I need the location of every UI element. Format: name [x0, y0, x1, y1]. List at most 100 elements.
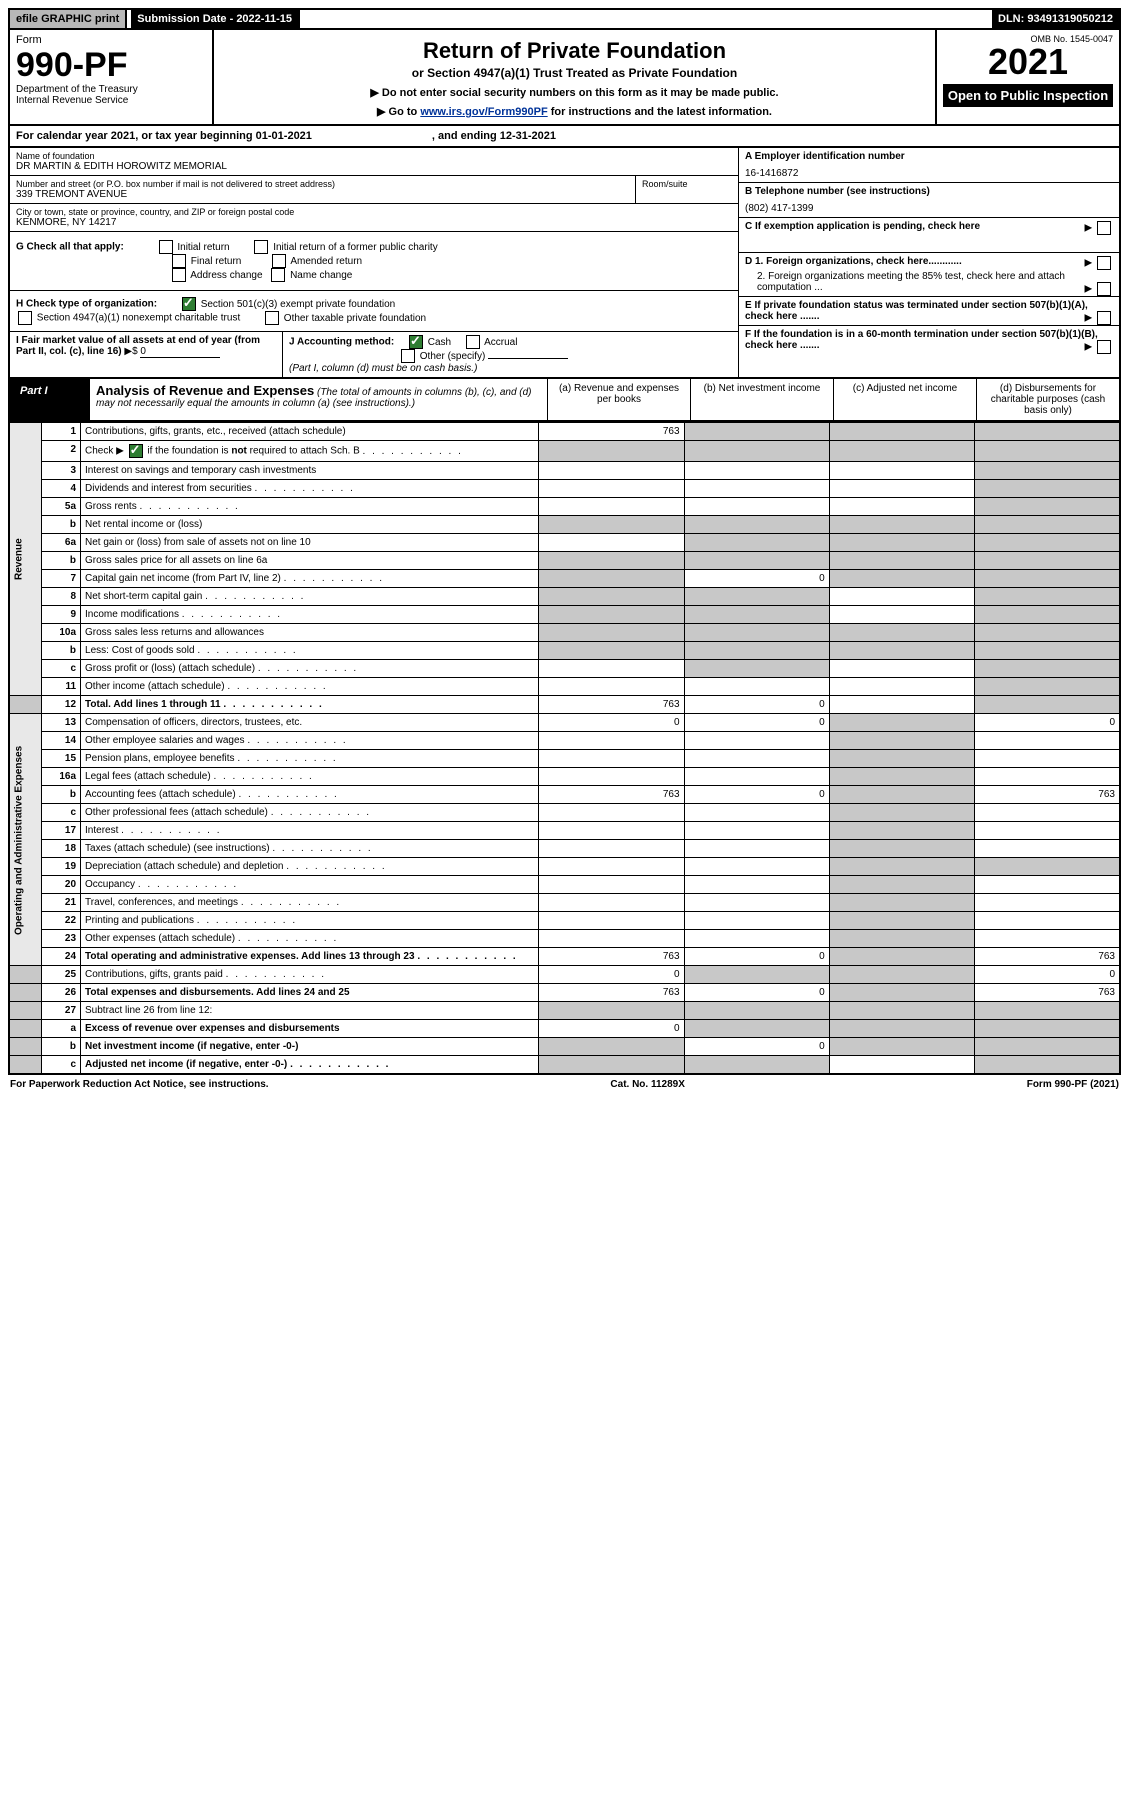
- line-desc: Other employee salaries and wages: [81, 732, 539, 750]
- chk-other-tax[interactable]: [265, 311, 279, 325]
- line-desc: Net short-term capital gain: [81, 588, 539, 606]
- amt-c: [829, 423, 974, 441]
- line-desc: Travel, conferences, and meetings: [81, 894, 539, 912]
- line-desc: Other professional fees (attach schedule…: [81, 804, 539, 822]
- footer-right: Form 990-PF (2021): [1027, 1079, 1119, 1090]
- header-left: Form 990-PF Department of the Treasury I…: [10, 30, 214, 124]
- table-row: bNet rental income or (loss): [9, 516, 1120, 534]
- dept-line-2: Internal Revenue Service: [16, 95, 206, 106]
- chk-initial-former[interactable]: [254, 240, 268, 254]
- chk-501c3[interactable]: [182, 297, 196, 311]
- table-row: 6aNet gain or (loss) from sale of assets…: [9, 534, 1120, 552]
- tel-value: (802) 417-1399: [745, 203, 1113, 214]
- tel-cell: B Telephone number (see instructions) (8…: [739, 183, 1119, 218]
- chk-name-change[interactable]: [271, 268, 285, 282]
- chk-f[interactable]: [1097, 340, 1111, 354]
- line-desc: Other expenses (attach schedule): [81, 930, 539, 948]
- amt-b: 0: [684, 696, 829, 714]
- amt-a: 763: [539, 696, 684, 714]
- table-row: 18Taxes (attach schedule) (see instructi…: [9, 840, 1120, 858]
- line-num: c: [42, 1056, 81, 1075]
- line-num: 9: [42, 606, 81, 624]
- table-row: cAdjusted net income (if negative, enter…: [9, 1056, 1120, 1075]
- opt-cash: Cash: [428, 337, 451, 348]
- amt-a: 0: [539, 1020, 684, 1038]
- line-num: 27: [42, 1002, 81, 1020]
- chk-amended[interactable]: [272, 254, 286, 268]
- line-num: 7: [42, 570, 81, 588]
- line-num: c: [42, 804, 81, 822]
- room-label: Room/suite: [642, 179, 732, 189]
- dept-line-1: Department of the Treasury: [16, 84, 206, 95]
- table-row: 2 Check ▶ if the foundation is not requi…: [9, 441, 1120, 462]
- opt-other-tax: Other taxable private foundation: [284, 313, 426, 324]
- line-num: 1: [42, 423, 81, 441]
- line-desc: Other income (attach schedule): [81, 678, 539, 696]
- line-num: 16a: [42, 768, 81, 786]
- line-desc: Dividends and interest from securities: [81, 480, 539, 498]
- line-num: 26: [42, 984, 81, 1002]
- line-desc: Total expenses and disbursements. Add li…: [81, 984, 539, 1002]
- amt-d: 0: [974, 714, 1120, 732]
- line-num: 18: [42, 840, 81, 858]
- instr-1: ▶ Do not enter social security numbers o…: [224, 86, 925, 99]
- line-desc: Legal fees (attach schedule): [81, 768, 539, 786]
- opt-accrual: Accrual: [484, 337, 517, 348]
- info-left: Name of foundation DR MARTIN & EDITH HOR…: [10, 148, 738, 377]
- chk-cash[interactable]: [409, 335, 423, 349]
- chk-address-change[interactable]: [172, 268, 186, 282]
- tax-year: 2021: [943, 44, 1113, 80]
- line-num: 14: [42, 732, 81, 750]
- chk-d2[interactable]: [1097, 282, 1111, 296]
- ein-label: A Employer identification number: [745, 151, 1113, 162]
- revenue-section-label: Revenue: [9, 423, 42, 696]
- line-desc: Gross sales price for all assets on line…: [81, 552, 539, 570]
- f-cell: F If the foundation is in a 60-month ter…: [739, 326, 1119, 354]
- chk-d1[interactable]: [1097, 256, 1111, 270]
- amt-a: 763: [539, 948, 684, 966]
- opt-final-return: Final return: [191, 256, 242, 267]
- chk-c[interactable]: [1097, 221, 1111, 235]
- line-desc: Total. Add lines 1 through 11: [81, 696, 539, 714]
- d-cell: D 1. Foreign organizations, check here..…: [739, 253, 1119, 297]
- table-row: 10aGross sales less returns and allowanc…: [9, 624, 1120, 642]
- chk-e[interactable]: [1097, 311, 1111, 325]
- line-num: 22: [42, 912, 81, 930]
- chk-final-return[interactable]: [172, 254, 186, 268]
- line-desc: Net investment income (if negative, ente…: [81, 1038, 539, 1056]
- chk-other-specify[interactable]: [401, 349, 415, 363]
- city-value: KENMORE, NY 14217: [16, 217, 732, 228]
- chk-accrual[interactable]: [466, 335, 480, 349]
- h-check-cell: H Check type of organization: Section 50…: [10, 291, 738, 332]
- opt-initial-return: Initial return: [177, 242, 229, 253]
- amt-d: 763: [974, 948, 1120, 966]
- amt-a: 763: [539, 786, 684, 804]
- header-middle: Return of Private Foundation or Section …: [214, 30, 935, 124]
- table-row: 20Occupancy: [9, 876, 1120, 894]
- amt-a: 0: [539, 966, 684, 984]
- tel-label: B Telephone number (see instructions): [745, 186, 1113, 197]
- table-row: Operating and Administrative Expenses 13…: [9, 714, 1120, 732]
- line-num: b: [42, 786, 81, 804]
- dln-label: DLN: 93491319050212: [992, 10, 1119, 28]
- address-cell: Number and street (or P.O. box number if…: [10, 176, 738, 204]
- irs-link[interactable]: www.irs.gov/Form990PF: [420, 106, 547, 118]
- amt-b: 0: [684, 786, 829, 804]
- opt-address-change: Address change: [190, 270, 262, 281]
- col-d-header: (d) Disbursements for charitable purpose…: [976, 379, 1119, 420]
- form-header: Form 990-PF Department of the Treasury I…: [8, 30, 1121, 126]
- table-row: 25Contributions, gifts, grants paid 00: [9, 966, 1120, 984]
- line-num: 3: [42, 462, 81, 480]
- table-row: 15Pension plans, employee benefits: [9, 750, 1120, 768]
- line-desc: Subtract line 26 from line 12:: [81, 1002, 539, 1020]
- line-num: 12: [42, 696, 81, 714]
- table-row: 27Subtract line 26 from line 12:: [9, 1002, 1120, 1020]
- table-row: 3Interest on savings and temporary cash …: [9, 462, 1120, 480]
- expenses-section-label: Operating and Administrative Expenses: [9, 714, 42, 966]
- chk-4947[interactable]: [18, 311, 32, 325]
- line-desc: Taxes (attach schedule) (see instruction…: [81, 840, 539, 858]
- chk-initial-return[interactable]: [159, 240, 173, 254]
- g-check-cell: G Check all that apply: Initial return I…: [10, 232, 738, 291]
- chk-sch-b[interactable]: [129, 444, 143, 458]
- e-label: E If private foundation status was termi…: [745, 300, 1088, 322]
